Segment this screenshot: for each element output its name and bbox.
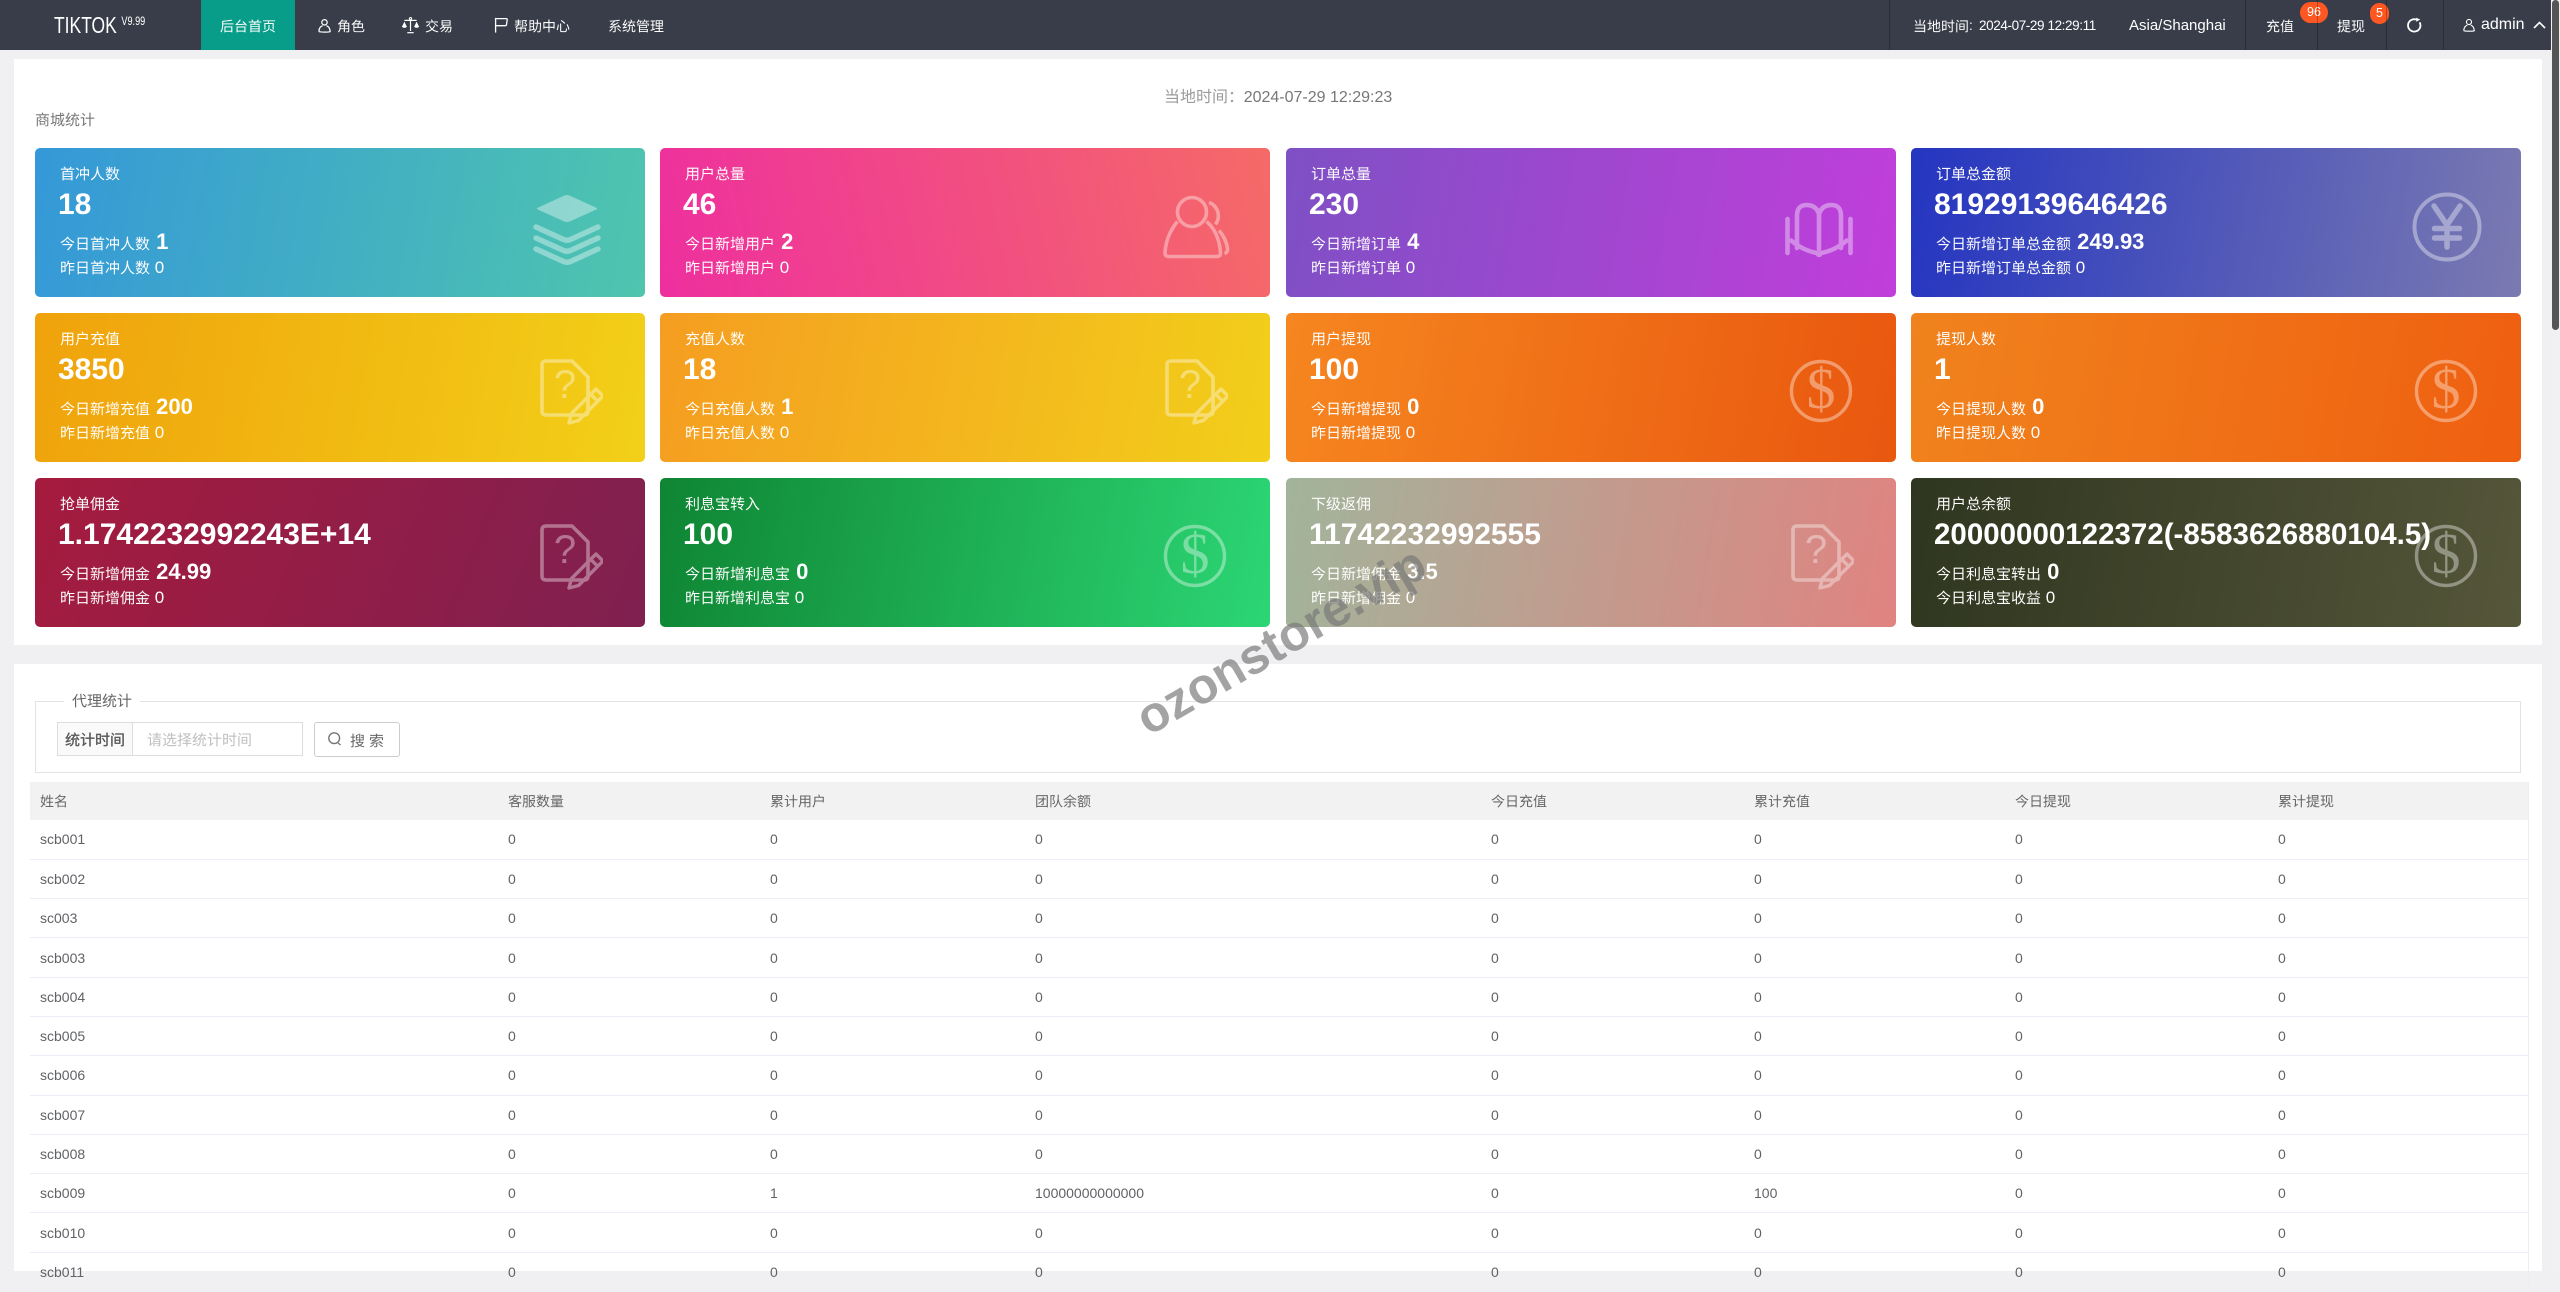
svg-text:$: $ xyxy=(2432,359,2461,421)
svg-text:?: ? xyxy=(1805,528,1827,572)
svg-text:?: ? xyxy=(554,528,576,572)
svg-text:$: $ xyxy=(1181,524,1210,586)
svg-text:$: $ xyxy=(1807,359,1836,421)
svg-text:?: ? xyxy=(1179,363,1201,407)
svg-text:$: $ xyxy=(2432,524,2461,586)
svg-text:?: ? xyxy=(554,363,576,407)
